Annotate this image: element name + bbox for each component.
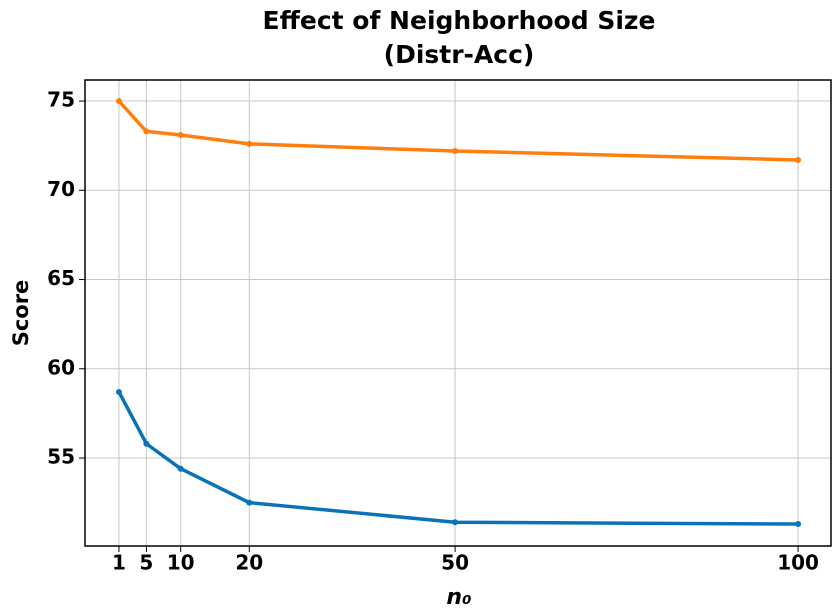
point bbox=[177, 465, 184, 472]
point bbox=[246, 140, 253, 147]
chart-title: Effect of Neighborhood Size bbox=[263, 6, 656, 35]
series-line bbox=[117, 391, 799, 526]
point bbox=[177, 131, 184, 138]
point bbox=[115, 98, 122, 105]
series-line bbox=[117, 99, 799, 162]
y-tick-label: 65 bbox=[47, 266, 75, 290]
point bbox=[115, 388, 122, 395]
x-tick-label: 1 bbox=[112, 551, 126, 575]
plot-frame bbox=[84, 79, 832, 547]
y-tick-label: 55 bbox=[47, 445, 75, 469]
x-tick-label: 10 bbox=[167, 551, 195, 575]
point bbox=[795, 156, 802, 163]
y-axis-label: Score bbox=[9, 280, 33, 347]
x-axis-label: n₀ bbox=[446, 585, 472, 610]
y-tick-label: 70 bbox=[47, 177, 75, 201]
y-tick-label: 75 bbox=[47, 88, 75, 112]
point bbox=[143, 440, 150, 447]
point bbox=[452, 148, 459, 155]
y-tick-label: 60 bbox=[47, 355, 75, 379]
point bbox=[795, 521, 802, 528]
x-tick-label: 100 bbox=[777, 551, 819, 575]
x-tick-label: 5 bbox=[139, 551, 153, 575]
point bbox=[452, 519, 459, 526]
x-tick-label: 20 bbox=[235, 551, 263, 575]
chart-title: (Distr-Acc) bbox=[384, 40, 535, 69]
point bbox=[143, 128, 150, 135]
point bbox=[246, 499, 253, 506]
x-tick-label: 50 bbox=[441, 551, 469, 575]
